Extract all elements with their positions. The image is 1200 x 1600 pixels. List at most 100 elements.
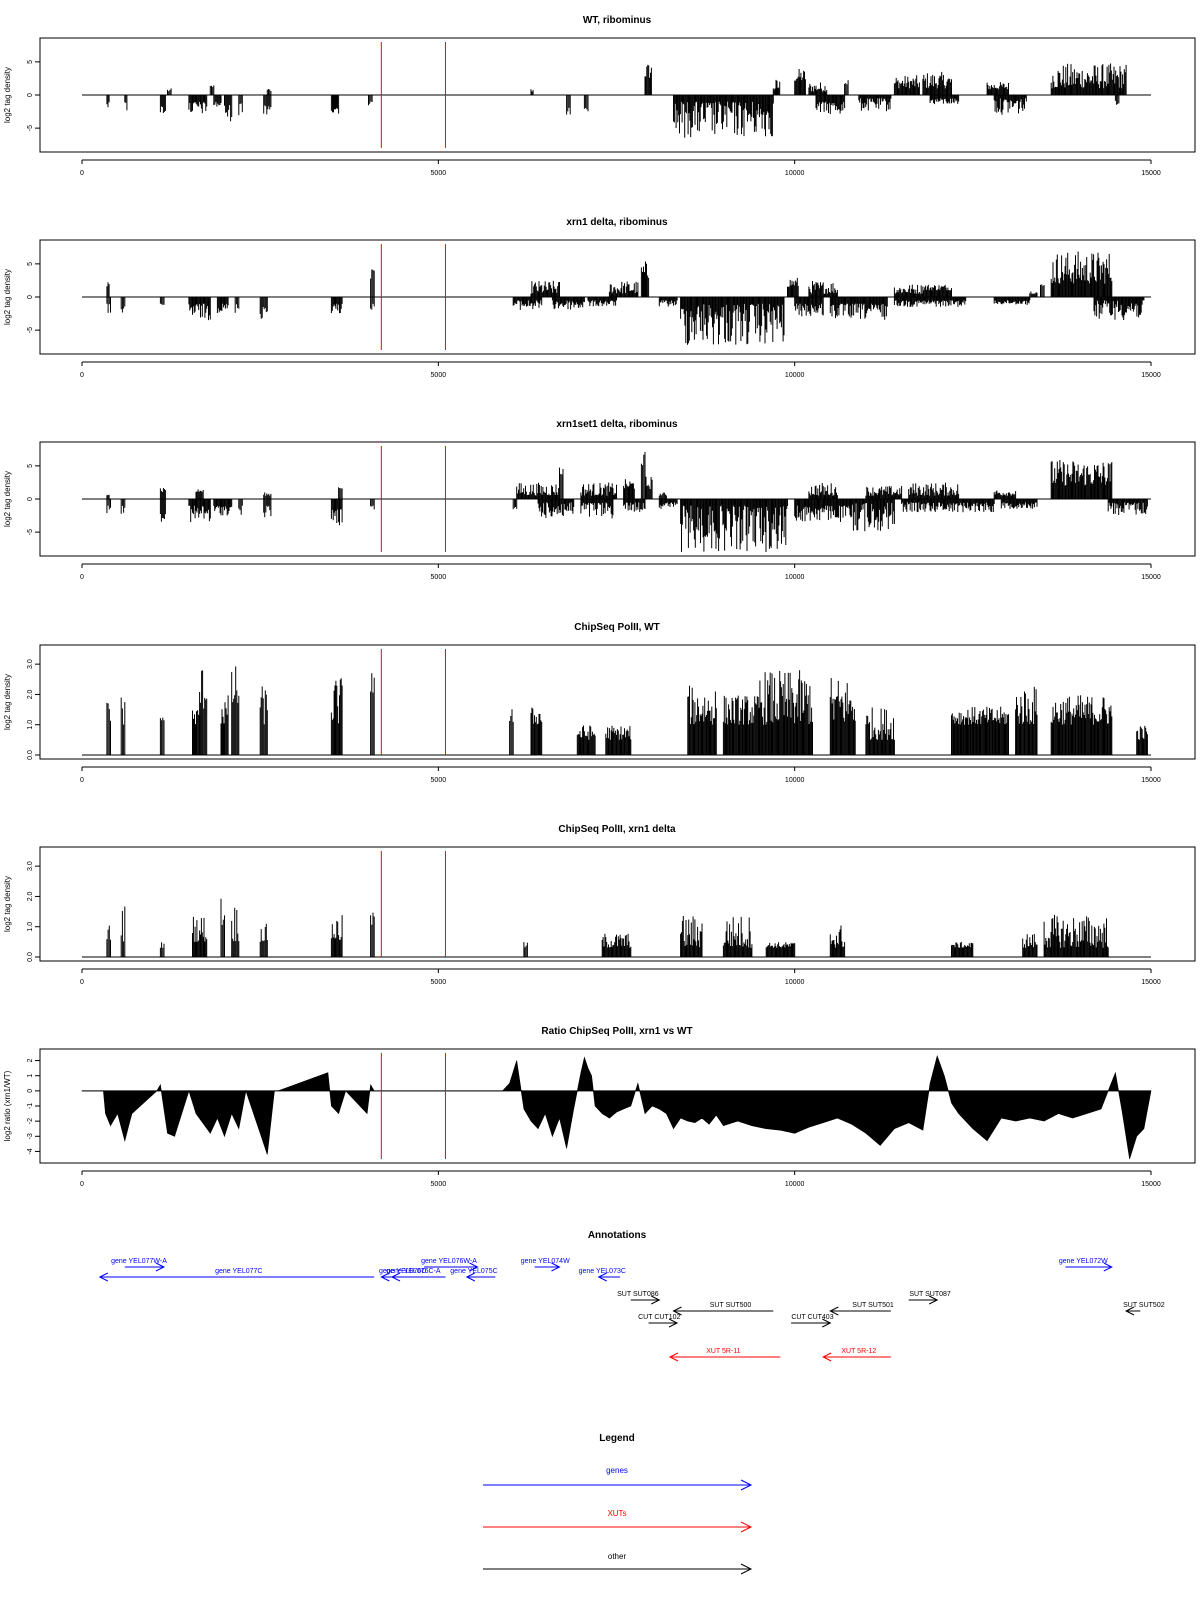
panel-6-ytick-label: -3 xyxy=(27,1133,34,1139)
annotation-feature: XUT 5R-12 xyxy=(822,1348,891,1362)
annotation-arrowhead xyxy=(98,1272,109,1282)
panel-2-ytick-label: 0 xyxy=(27,295,34,299)
annotation-arrowhead xyxy=(829,1306,839,1316)
panel-6-ytick-label: -2 xyxy=(27,1118,34,1124)
panel-4-xtick-label: 15000 xyxy=(1141,777,1161,784)
annotation-feature: gene YEL076W-A xyxy=(421,1258,479,1272)
annotation-feature: gene YEL072W xyxy=(1059,1258,1113,1272)
annotation-arrowhead xyxy=(380,1272,390,1282)
legend-label-genes: genes xyxy=(606,1466,628,1475)
panel-3-ytick-label: 0 xyxy=(27,497,34,501)
annotation-feature: SUT SUT502 xyxy=(1123,1302,1165,1316)
panel-2-xtick-label: 0 xyxy=(80,372,84,379)
annotation-label: CUT CUT102 xyxy=(638,1314,680,1321)
panel-6: Ratio ChipSeq PolII, xrn1 vs WT log2 rati… xyxy=(3,1026,1196,1188)
panel-3-xtick-label: 10000 xyxy=(785,574,805,581)
panel-3-ytick-label: -5 xyxy=(27,529,34,535)
panel-6-ytick-label: -1 xyxy=(27,1103,34,1109)
annotation-feature: gene YEL076C-A xyxy=(386,1268,446,1282)
annotation-arrowhead xyxy=(1124,1306,1135,1316)
panel-6-ytick-label: -4 xyxy=(27,1148,34,1154)
annotation-arrowhead xyxy=(822,1352,832,1362)
annotation-arrowhead xyxy=(822,1318,832,1328)
annotation-label: CUT CUT403 xyxy=(791,1314,833,1321)
panel-4-ytick-label: 3.0 xyxy=(27,659,34,669)
annotation-feature: SUT SUT500 xyxy=(672,1302,774,1316)
panel-2-title: xrn1 delta, ribominus xyxy=(566,217,668,228)
annotation-feature: CUT CUT403 xyxy=(791,1314,834,1328)
panel-2-xtick-label: 15000 xyxy=(1141,372,1161,379)
panel-5-ytick-label: 2.0 xyxy=(27,891,34,901)
annotation-label: SUT SUT087 xyxy=(909,1291,951,1298)
annotation-label: gene YEL073C xyxy=(579,1268,626,1275)
annotation-arrowhead xyxy=(551,1262,561,1272)
panel-6-ytick-label: 1 xyxy=(27,1074,34,1078)
legend-label-other: other xyxy=(608,1552,627,1561)
annotation-feature: SUT SUT501 xyxy=(829,1302,894,1316)
panel-3-ytick-label: 5 xyxy=(27,464,34,468)
annotation-feature: gene YEL077W-A xyxy=(111,1258,167,1272)
panel-2: xrn1 delta, ribominus log2 tag density -5 0… xyxy=(3,217,1196,379)
panel-2-ytick-label: 5 xyxy=(27,262,34,266)
annotation-arrowhead xyxy=(651,1295,661,1305)
legend-arrow-xuts xyxy=(483,1521,753,1533)
panel-6-title: Ratio ChipSeq PolII, xrn1 vs WT xyxy=(541,1026,692,1037)
legend-label-xuts: XUTs xyxy=(607,1509,626,1518)
panel-5-ytick-label: 0.0 xyxy=(27,952,34,962)
panel-3-xtick-label: 5000 xyxy=(431,574,447,581)
panel-5-ytick-label: 3.0 xyxy=(27,861,34,871)
annotation-arrowhead xyxy=(672,1306,682,1316)
annotation-label: gene YEL074W xyxy=(521,1258,570,1265)
panel-4-ytick-label: 1.0 xyxy=(27,720,34,730)
annotation-label: SUT SUT501 xyxy=(852,1302,894,1309)
panel-6-ytick-label: 0 xyxy=(27,1089,34,1093)
panel-5-xtick-label: 0 xyxy=(80,979,84,986)
annotation-label: gene YEL072W xyxy=(1059,1258,1108,1265)
annotation-feature: gene YEL073C xyxy=(579,1268,626,1282)
panel-6-ratio-area xyxy=(81,1054,1152,1160)
annotation-label: gene YEL076C-A xyxy=(386,1268,441,1275)
annotation-arrowhead xyxy=(1103,1262,1113,1272)
annotation-arrowhead xyxy=(668,1318,679,1328)
panel-1: WT, ribominus log2 tag density -5 0 5 0 5000 10… xyxy=(3,15,1196,177)
panel-3-ylabel: log2 tag density xyxy=(3,471,12,527)
panel-5: ChipSeq PolII, xrn1 delta log2 tag densit… xyxy=(3,824,1196,986)
legend-arrowhead-xuts xyxy=(740,1521,753,1533)
panel-1-xtick-label: 0 xyxy=(80,170,84,177)
panel-1-ylabel: log2 tag density xyxy=(3,67,12,123)
annotation-feature: XUT 5R-11 xyxy=(668,1348,781,1362)
legend: Legend genes XUTs other xyxy=(483,1433,753,1575)
panel-3: xrn1set1 delta, ribominus log2 tag densit… xyxy=(3,419,1196,581)
panel-1-xtick-label: 15000 xyxy=(1141,170,1161,177)
annotation-arrowhead xyxy=(928,1295,939,1305)
panel-4-title: ChipSeq PolII, WT xyxy=(574,622,660,633)
annotation-features: gene YEL077W-A gene YEL077C gene YEL076W-A… xyxy=(98,1258,1165,1362)
panel-6-xtick-label: 5000 xyxy=(431,1181,447,1188)
annotation-arrowhead xyxy=(155,1262,166,1272)
panel-4-xtick-label: 5000 xyxy=(431,777,447,784)
panel-4-ylabel: log2 tag density xyxy=(3,674,12,730)
panel-3-xtick-label: 0 xyxy=(80,574,84,581)
panel-5-ytick-label: 1.0 xyxy=(27,922,34,932)
annotation-label: XUT 5R-12 xyxy=(841,1348,876,1355)
annotation-arrowhead xyxy=(469,1262,479,1272)
panel-6-ytick-label: 2 xyxy=(27,1059,34,1063)
panel-6-xtick-label: 15000 xyxy=(1141,1181,1161,1188)
panel-1-ytick-label: 5 xyxy=(27,60,34,64)
panel-3-title: xrn1set1 delta, ribominus xyxy=(556,419,678,430)
annotation-feature: gene YEL077C xyxy=(98,1268,375,1282)
annotation-feature: SUT SUT086 xyxy=(617,1291,661,1305)
panel-4-xtick-label: 0 xyxy=(80,777,84,784)
panel-1-title: WT, ribominus xyxy=(583,15,652,26)
annotation-arrowhead xyxy=(668,1352,679,1362)
panel-1-xtick-label: 10000 xyxy=(785,170,805,177)
panel-5-xtick-label: 5000 xyxy=(431,979,447,986)
annotation-feature: gene YEL075C xyxy=(450,1268,498,1282)
panel-6-xtick-label: 0 xyxy=(80,1181,84,1188)
annotation-label: SUT SUT502 xyxy=(1123,1302,1165,1309)
annotation-feature: gene YEL074W xyxy=(521,1258,570,1272)
panel-1-xtick-label: 5000 xyxy=(431,170,447,177)
legend-arrowhead-other xyxy=(740,1563,753,1575)
